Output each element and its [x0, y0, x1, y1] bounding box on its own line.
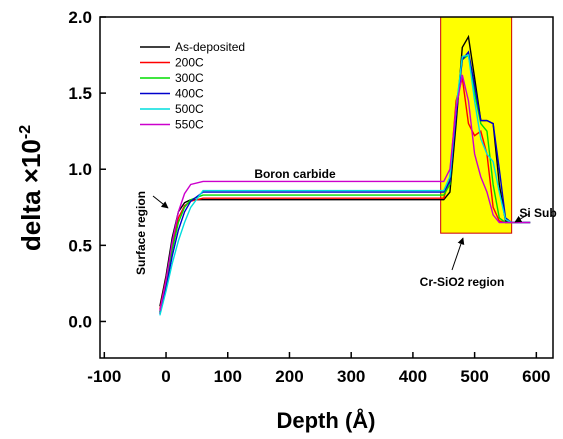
annotation-arrow: [451, 237, 465, 271]
y-axis-title: delta ×10-2: [16, 125, 46, 251]
series-line: [159, 53, 531, 313]
x-tick-label: 500: [460, 367, 488, 386]
series-line: [159, 74, 531, 311]
x-tick-label: 600: [522, 367, 550, 386]
y-axis-title-text: delta ×10: [16, 139, 46, 251]
plot-frame: [99, 16, 554, 359]
x-tick-label: -100: [87, 367, 121, 386]
legend-label: 400C: [175, 87, 204, 101]
annotation: Si Sub: [519, 206, 556, 220]
annotation-arrow: [514, 213, 530, 223]
x-tick-label: 0: [161, 367, 170, 386]
legend-label: 200C: [175, 56, 204, 70]
annotation: Boron carbide: [254, 167, 336, 181]
legend-label: 500C: [175, 102, 204, 116]
x-tick-label: 100: [214, 367, 242, 386]
annotation: Surface region: [134, 191, 148, 275]
annotation: Cr-SiO2 region: [420, 275, 505, 289]
x-tick-label: 200: [275, 367, 303, 386]
legend-label: 300C: [175, 71, 204, 85]
x-tick-label: 400: [399, 367, 427, 386]
y-tick-label: 0.0: [68, 312, 92, 331]
legend-label: 550C: [175, 118, 204, 132]
legend-label: As-deposited: [175, 40, 245, 54]
x-axis-title: Depth (Å): [277, 407, 376, 433]
y-tick-label: 0.5: [68, 236, 92, 255]
series-line: [159, 54, 531, 316]
series-line: [159, 50, 531, 315]
x-tick-label: 300: [337, 367, 365, 386]
annotation-arrow: [152, 195, 169, 209]
y-tick-label: 2.0: [68, 8, 92, 27]
y-tick-label: 1.5: [68, 84, 92, 103]
y-axis-title-superscript: -2: [17, 125, 34, 139]
y-tick-label: 1.0: [68, 160, 92, 179]
